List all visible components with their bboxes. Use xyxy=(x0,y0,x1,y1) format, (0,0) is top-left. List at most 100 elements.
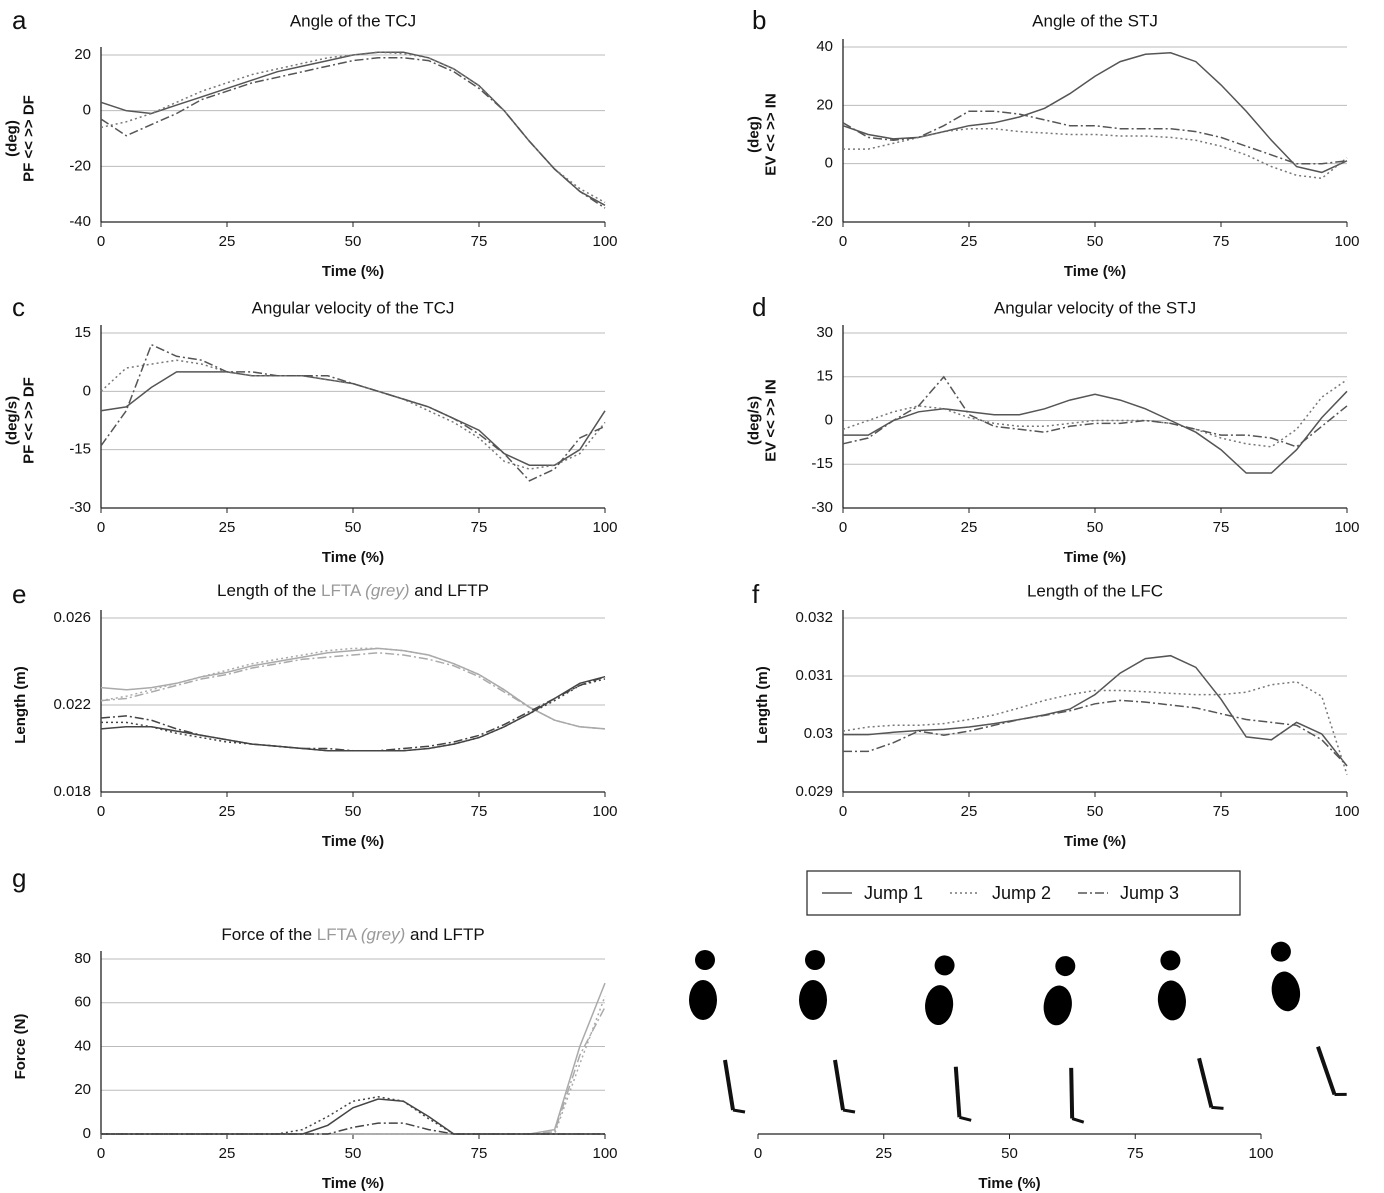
x-tick-label: 100 xyxy=(592,803,617,820)
x-axis-label: Time (%) xyxy=(322,549,384,566)
x-tick-label: 0 xyxy=(839,519,847,536)
panel-letter: f xyxy=(752,579,760,609)
skeleton-illustration xyxy=(648,932,1349,1125)
series-line xyxy=(843,390,1348,474)
y-tick-label: 0 xyxy=(83,1125,91,1142)
series-line xyxy=(100,647,606,730)
series-line xyxy=(100,675,606,752)
y-tick-label: -15 xyxy=(69,441,91,458)
y-tick-label: -20 xyxy=(811,213,833,230)
x-tick-label: 50 xyxy=(1001,1145,1018,1162)
y-tick-label: 0 xyxy=(825,411,833,428)
series-line xyxy=(100,57,606,209)
series-line xyxy=(101,1122,605,1135)
y-tick-label: 20 xyxy=(816,96,833,113)
series-line xyxy=(842,375,1348,448)
title-part: Force of the xyxy=(221,925,312,944)
x-tick-label: 0 xyxy=(97,803,105,820)
series-line xyxy=(842,110,1348,165)
x-tick-label: 50 xyxy=(345,233,362,250)
skeleton xyxy=(874,948,988,1123)
x-tick-label: 0 xyxy=(839,803,847,820)
chart-title: Angular velocity of the TCJ xyxy=(252,298,455,317)
title-part: (grey) xyxy=(365,581,409,600)
series-line xyxy=(101,1006,606,1135)
chart-title: Angle of the TCJ xyxy=(290,11,416,30)
y-tick-label: 15 xyxy=(74,324,91,341)
series-line xyxy=(100,675,606,752)
x-tick-label: 0 xyxy=(97,233,105,250)
y-tick-label: 60 xyxy=(74,994,91,1011)
skeleton xyxy=(648,948,747,1114)
x-tick-label: 25 xyxy=(219,1145,236,1162)
series-line xyxy=(101,995,606,1135)
x-tick-label: 50 xyxy=(345,1145,362,1162)
series-line xyxy=(843,654,1348,767)
legend: Jump 1 Jump 2 Jump 3 xyxy=(806,870,1241,916)
skeleton xyxy=(1112,944,1226,1119)
x-tick-label: 75 xyxy=(1127,1145,1144,1162)
x-tick-label: 25 xyxy=(219,519,236,536)
x-tick-label: 100 xyxy=(1334,519,1359,536)
series-line xyxy=(101,1098,605,1135)
x-tick-label: 0 xyxy=(97,519,105,536)
series-line xyxy=(100,647,606,730)
x-tick-label: 100 xyxy=(1334,803,1359,820)
y-tick-label: 0.029 xyxy=(795,783,833,800)
y-axis-label: EV << >> IN xyxy=(762,379,779,462)
skeleton xyxy=(987,946,1109,1125)
y-tick-label: 40 xyxy=(74,1037,91,1054)
legend-label: Jump 3 xyxy=(1120,883,1179,903)
series-line xyxy=(100,652,606,730)
x-tick-label: 100 xyxy=(592,1145,617,1162)
y-tick-label: -30 xyxy=(811,499,833,516)
x-tick-label: 25 xyxy=(219,803,236,820)
x-tick-label: 100 xyxy=(592,519,617,536)
y-tick-label: 0.032 xyxy=(795,609,833,626)
title-part: Length of the xyxy=(217,581,316,600)
series-line xyxy=(843,127,1348,180)
x-tick-label: 75 xyxy=(1213,803,1230,820)
x-tick-label: 50 xyxy=(1087,519,1104,536)
y-tick-label: 40 xyxy=(816,38,833,55)
y-tick-label: -30 xyxy=(69,499,91,516)
y-axis-label: (deg/s) xyxy=(3,396,20,445)
series-line xyxy=(842,379,1348,448)
y-axis-label: Length (m) xyxy=(754,666,771,743)
panel-letter: c xyxy=(12,292,25,322)
y-tick-label: 0.018 xyxy=(53,783,91,800)
y-tick-label: 0.031 xyxy=(795,667,833,684)
x-tick-label: 50 xyxy=(345,803,362,820)
chart-title: Length of the LFTA (grey) and LFTP xyxy=(217,581,489,600)
series-line xyxy=(843,699,1348,767)
chart-title: Force of the LFTA (grey) and LFTP xyxy=(221,925,484,944)
y-axis-label: (deg/s) xyxy=(745,396,762,445)
y-tick-label: 0.03 xyxy=(804,725,833,742)
y-tick-label: 30 xyxy=(816,324,833,341)
x-tick-label: 75 xyxy=(1213,519,1230,536)
y-tick-label: 20 xyxy=(74,1081,91,1098)
x-tick-label: 100 xyxy=(1334,233,1359,250)
x-tick-label: 75 xyxy=(1213,233,1230,250)
legend-label: Jump 2 xyxy=(992,883,1051,903)
x-axis-label: Time (%) xyxy=(322,833,384,850)
skeleton xyxy=(1222,932,1349,1113)
y-axis-label: PF << >> DF xyxy=(20,95,37,182)
skeleton xyxy=(758,948,857,1114)
series-line xyxy=(101,1096,605,1135)
x-axis-label: Time (%) xyxy=(322,1175,384,1192)
x-axis-label: Time (%) xyxy=(322,263,384,280)
y-tick-label: 80 xyxy=(74,950,91,967)
chart-title: Angle of the STJ xyxy=(1032,11,1158,30)
panel-letter: e xyxy=(12,579,26,609)
panel-letter: b xyxy=(752,5,766,35)
title-part: and LFTP xyxy=(410,925,485,944)
series-line xyxy=(100,51,606,204)
x-tick-label: 100 xyxy=(1248,1145,1273,1162)
title-part: LFTA xyxy=(317,925,358,944)
y-tick-label: -20 xyxy=(69,157,91,174)
series-line xyxy=(101,678,606,752)
x-axis-label: Time (%) xyxy=(1064,263,1126,280)
panel-letter: g xyxy=(12,863,26,893)
